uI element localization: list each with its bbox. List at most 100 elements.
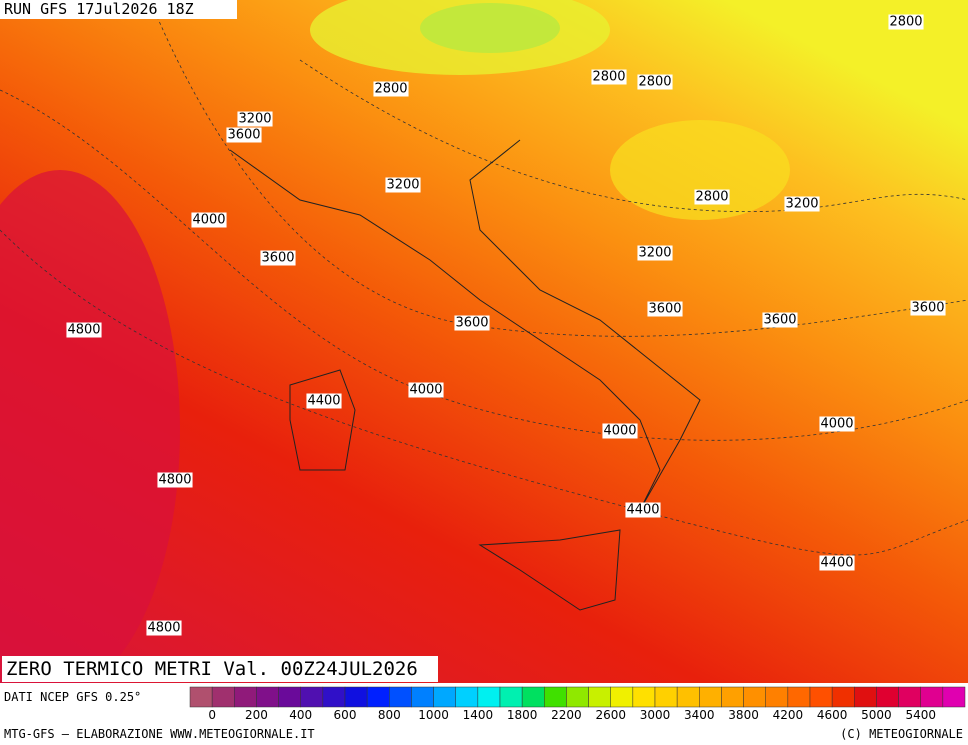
color-swatch <box>389 686 412 708</box>
label-box <box>66 322 102 338</box>
color-swatch <box>854 686 877 708</box>
color-swatch <box>942 686 966 708</box>
color-swatch <box>566 686 589 708</box>
colorbar-label: 1800 <box>507 708 538 722</box>
color-swatch <box>544 686 567 708</box>
color-swatch <box>344 686 368 708</box>
color-swatch <box>521 686 545 708</box>
colorbar-label: 1400 <box>463 708 494 722</box>
color-swatch <box>765 686 789 708</box>
label-box <box>373 81 409 97</box>
color-swatch <box>256 686 279 708</box>
run-label: RUN GFS 17Jul2026 18Z <box>4 0 194 18</box>
contour-label: 3600 <box>648 302 681 317</box>
contour-label: 3600 <box>911 301 944 316</box>
label-box <box>784 196 820 212</box>
label-box <box>647 301 683 317</box>
label-box <box>762 312 798 328</box>
color-swatch <box>455 686 479 708</box>
color-swatch <box>699 686 722 708</box>
label-box <box>910 300 946 316</box>
label-box <box>819 555 855 571</box>
contour-label: 4000 <box>820 417 853 432</box>
contour-label: 4400 <box>626 503 659 518</box>
credit: MTG-GFS — ELABORAZIONE WWW.METEOGIORNALE… <box>4 727 315 741</box>
contour-label: 3200 <box>238 112 271 127</box>
color-swatch <box>654 686 678 708</box>
label-box <box>591 69 627 85</box>
color-swatch <box>743 686 766 708</box>
colorbar-label: 5000 <box>861 708 892 722</box>
contour-label: 3200 <box>638 246 671 261</box>
color-swatch <box>366 686 390 708</box>
contour-label: 2800 <box>695 190 728 205</box>
color-swatch <box>588 686 611 708</box>
map-area: RUN GFS 17Jul2026 18Z <box>0 0 968 690</box>
label-box <box>385 177 421 193</box>
contour-label: 4800 <box>158 473 191 488</box>
contour-label: 4400 <box>820 556 853 571</box>
colorbar-label: 3800 <box>728 708 759 722</box>
contour-label: 4000 <box>192 213 225 228</box>
colorbar-label: 400 <box>289 708 312 722</box>
contour-label: 3600 <box>455 316 488 331</box>
contour-label: 4000 <box>409 383 442 398</box>
color-swatch <box>809 686 833 708</box>
colorbar-label: 200 <box>245 708 268 722</box>
label-box <box>454 315 490 331</box>
contour-label: 2800 <box>638 75 671 90</box>
color-swatch <box>876 686 899 708</box>
contour-label: 4800 <box>67 323 100 338</box>
color-swatch <box>676 686 700 708</box>
color-swatch <box>211 686 235 708</box>
color-swatch <box>499 686 523 708</box>
contour-label: 3200 <box>785 197 818 212</box>
label-box <box>602 423 638 439</box>
label-box <box>191 212 227 228</box>
label-box <box>625 502 661 518</box>
colorbar-label: 2600 <box>595 708 626 722</box>
label-box <box>637 245 673 261</box>
colorbar-label: 800 <box>378 708 401 722</box>
contour-label: 4000 <box>603 424 636 439</box>
color-swatch <box>632 686 656 708</box>
colorbar-label: 4200 <box>773 708 804 722</box>
colorbar-label: 5400 <box>905 708 936 722</box>
color-swatch <box>189 686 213 708</box>
colorbar-label: 4600 <box>817 708 848 722</box>
label-box <box>226 127 262 143</box>
label-box <box>306 393 342 409</box>
label-box <box>408 382 444 398</box>
label-box <box>819 416 855 432</box>
contour-label: 4400 <box>307 394 340 409</box>
label-box <box>637 74 673 90</box>
color-swatch <box>477 686 501 708</box>
contour-label: 4800 <box>147 621 180 636</box>
label-box <box>146 620 182 636</box>
contour-label: 3600 <box>763 313 796 328</box>
colorbar-label: 3000 <box>640 708 671 722</box>
label-box <box>694 189 730 205</box>
color-swatch <box>300 686 324 708</box>
color-swatch <box>831 686 855 708</box>
colorbar-label: 2200 <box>551 708 582 722</box>
label-box <box>888 14 924 30</box>
colorbar-label: 1000 <box>418 708 449 722</box>
color-swatch <box>920 686 944 708</box>
label-box <box>157 472 193 488</box>
contour-label: 2800 <box>374 82 407 97</box>
colorbar-label: 600 <box>334 708 357 722</box>
color-swatch <box>322 686 346 708</box>
color-swatch <box>234 686 257 708</box>
label-box <box>237 111 273 127</box>
source: DATI NCEP GFS 0.25° <box>4 690 141 704</box>
copyright: (C) METEOGIORNALE <box>840 727 963 741</box>
contour-label: 3600 <box>261 251 294 266</box>
label-box <box>260 250 296 266</box>
color-swatch <box>787 686 811 708</box>
colorbar-label: 3400 <box>684 708 715 722</box>
map-title: ZERO TERMICO METRI Val. 00Z24JUL2026 <box>6 658 418 680</box>
